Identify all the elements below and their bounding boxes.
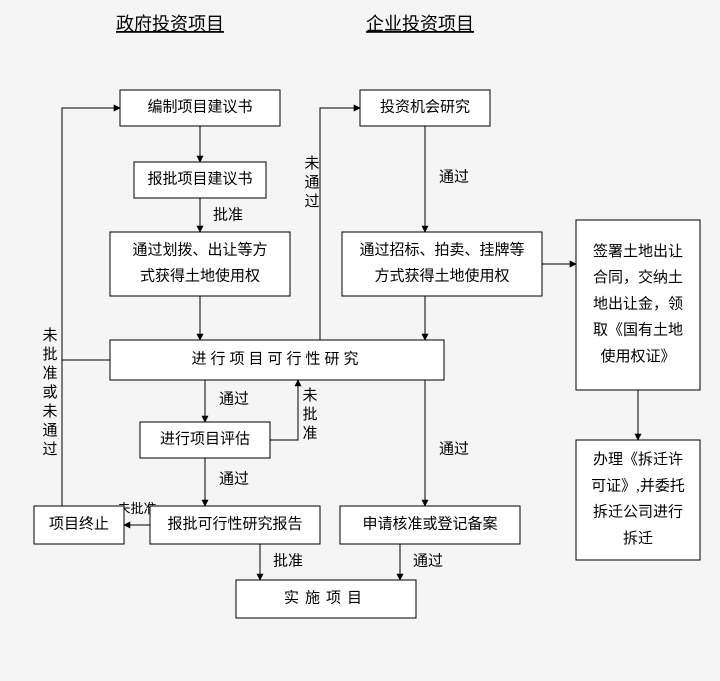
node-n_stop: 项目终止 bbox=[34, 506, 124, 544]
edge-vlabel-e_fail_gov1-6: 过 bbox=[42, 441, 57, 458]
node-text-n_demol-2: 拆迁公司进行 bbox=[593, 504, 683, 521]
edge-vlabel-e_fail_gov1-5: 通 bbox=[42, 422, 57, 439]
edge-vlabel-e_eval_back-2: 准 bbox=[302, 425, 317, 442]
edge-vlabel-e_eval_back-0: 未 bbox=[302, 387, 317, 404]
edge-label-e_gov2_gov3: 批准 bbox=[213, 206, 243, 223]
node-text-n_demol-3: 拆迁 bbox=[623, 530, 653, 547]
edge-vlabel-e_eval_back-1: 批 bbox=[302, 406, 317, 423]
edge-vlabel-e_fail_gov1-2: 准 bbox=[42, 365, 57, 382]
node-text-n_land-4: 使用权证》 bbox=[600, 348, 675, 365]
node-text-n_ent2-0: 通过招标、拍卖、挂牌等 bbox=[359, 240, 524, 258]
node-n_impl: 实施项目 bbox=[236, 580, 416, 618]
node-n_demol: 办理《拆迁许可证》,并委托拆迁公司进行拆迁 bbox=[576, 440, 700, 560]
edge-label-e_ent1_ent2: 通过 bbox=[439, 168, 469, 185]
node-text-n_demol-1: 可证》,并委托 bbox=[591, 477, 685, 494]
edge-vlabel-e_fail_ent1-1: 通 bbox=[304, 174, 319, 191]
node-n_apply: 申请核准或登记备案 bbox=[340, 506, 520, 544]
node-text-n_gov1-0: 编制项目建议书 bbox=[147, 98, 252, 115]
node-text-n_ent1-0: 投资机会研究 bbox=[380, 98, 470, 115]
edge-vlabel-e_fail_gov1-1: 批 bbox=[42, 346, 57, 363]
node-text-n_eval-0: 进行项目评估 bbox=[160, 430, 250, 447]
node-n_ent2: 通过招标、拍卖、挂牌等方式获得土地使用权 bbox=[342, 232, 542, 296]
node-text-n_land-2: 地出让金，领 bbox=[593, 295, 683, 312]
node-n_gov1: 编制项目建议书 bbox=[120, 90, 280, 126]
node-text-n_apply-0: 申请核准或登记备案 bbox=[362, 514, 497, 532]
node-text-n_land-3: 取《国有土地 bbox=[593, 322, 683, 339]
node-text-n_ent2-1: 方式获得土地使用权 bbox=[374, 268, 509, 285]
node-text-n_gov2-0: 报批项目建议书 bbox=[147, 170, 252, 187]
edge-vlabel-e_fail_gov1-3: 或 bbox=[42, 384, 57, 401]
node-n_gov3: 通过划拨、出让等方式获得土地使用权 bbox=[110, 232, 290, 296]
node-n_land: 签署土地出让合同，交纳土地出让金，领取《国有土地使用权证》 bbox=[576, 220, 700, 390]
edge-vlabel-e_fail_ent1-0: 未 bbox=[304, 155, 319, 172]
node-text-n_gov3-0: 通过划拨、出让等方 bbox=[132, 240, 267, 258]
edge-vlabel-e_fail_gov1-4: 未 bbox=[42, 403, 57, 420]
node-n_ent1: 投资机会研究 bbox=[360, 90, 490, 126]
node-text-n_impl-0: 实施项目 bbox=[284, 589, 368, 606]
node-text-n_gov3-1: 式获得土地使用权 bbox=[140, 268, 260, 285]
node-n_report: 报批可行性研究报告 bbox=[150, 506, 320, 544]
node-n_eval: 进行项目评估 bbox=[140, 422, 270, 458]
edge-vlabel-e_fail_gov1-0: 未 bbox=[42, 327, 57, 344]
node-text-n_land-1: 合同，交纳土 bbox=[593, 268, 683, 286]
hdr-ent: 企业投资项目 bbox=[366, 14, 474, 34]
edge-label-e_report_impl: 批准 bbox=[273, 552, 303, 569]
node-n_feas: 进行项目可行性研究 bbox=[110, 340, 444, 380]
node-text-n_report-0: 报批可行性研究报告 bbox=[167, 515, 302, 532]
node-text-n_demol-0: 办理《拆迁许 bbox=[593, 451, 683, 468]
node-text-n_feas-0: 进行项目可行性研究 bbox=[191, 350, 362, 367]
edge-label-e_feas_eval: 通过 bbox=[219, 390, 249, 407]
hdr-gov: 政府投资项目 bbox=[116, 14, 224, 34]
edge-label-e_feas_apply: 通过 bbox=[439, 440, 469, 457]
node-text-n_land-0: 签署土地出让 bbox=[593, 243, 683, 260]
edge-label-e_eval_report: 通过 bbox=[219, 470, 249, 487]
node-n_gov2: 报批项目建议书 bbox=[134, 162, 266, 198]
node-text-n_stop-0: 项目终止 bbox=[49, 515, 109, 532]
edge-label-e_apply_impl: 通过 bbox=[413, 552, 443, 569]
edge-vlabel-e_fail_ent1-2: 过 bbox=[304, 193, 319, 210]
